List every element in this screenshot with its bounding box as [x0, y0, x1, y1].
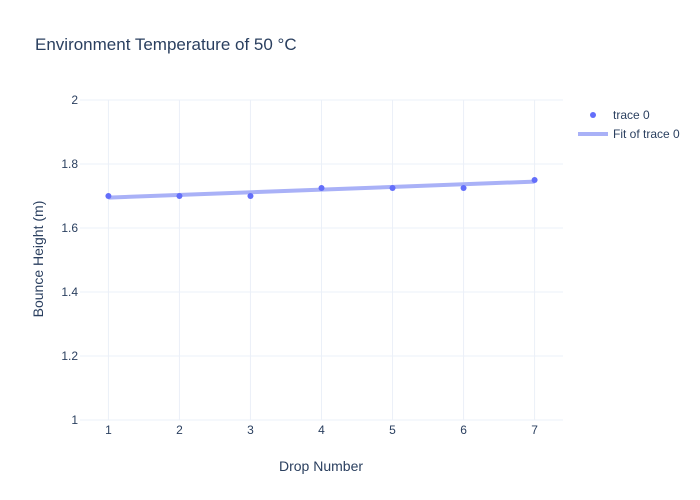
y-tick-label: 1.6 [61, 221, 78, 235]
legend-label: Fit of trace 0 [613, 127, 680, 141]
data-point [318, 185, 325, 191]
legend-marker-icon [590, 112, 596, 118]
axis-ticks: 1 2 3 4 5 6 7 1 1.2 1.4 1.6 1.8 2 [61, 93, 538, 437]
x-tick-label: 6 [460, 423, 467, 437]
y-tick-label: 1.4 [61, 285, 78, 299]
y-tick-label: 1.2 [61, 349, 78, 363]
y-tick-label: 2 [71, 93, 78, 107]
data-point [176, 193, 183, 199]
x-axis-label: Drop Number [279, 458, 363, 474]
y-tick-label: 1 [71, 413, 78, 427]
data-point [247, 193, 254, 199]
legend: trace 0 Fit of trace 0 [578, 108, 680, 141]
x-tick-label: 2 [176, 423, 183, 437]
grid [80, 99, 563, 421]
y-axis-label: Bounce Height (m) [30, 201, 46, 318]
plot-area [105, 177, 538, 200]
y-tick-label: 1.8 [61, 157, 78, 171]
data-point [531, 177, 538, 183]
data-point [389, 185, 396, 191]
x-tick-label: 7 [531, 423, 538, 437]
x-tick-label: 1 [105, 423, 112, 437]
data-point [105, 193, 112, 199]
data-point [460, 185, 467, 191]
x-tick-label: 3 [247, 423, 254, 437]
chart-title: Environment Temperature of 50 °C [35, 35, 297, 54]
legend-label: trace 0 [613, 108, 650, 122]
x-tick-label: 5 [389, 423, 396, 437]
x-tick-label: 4 [318, 423, 325, 437]
